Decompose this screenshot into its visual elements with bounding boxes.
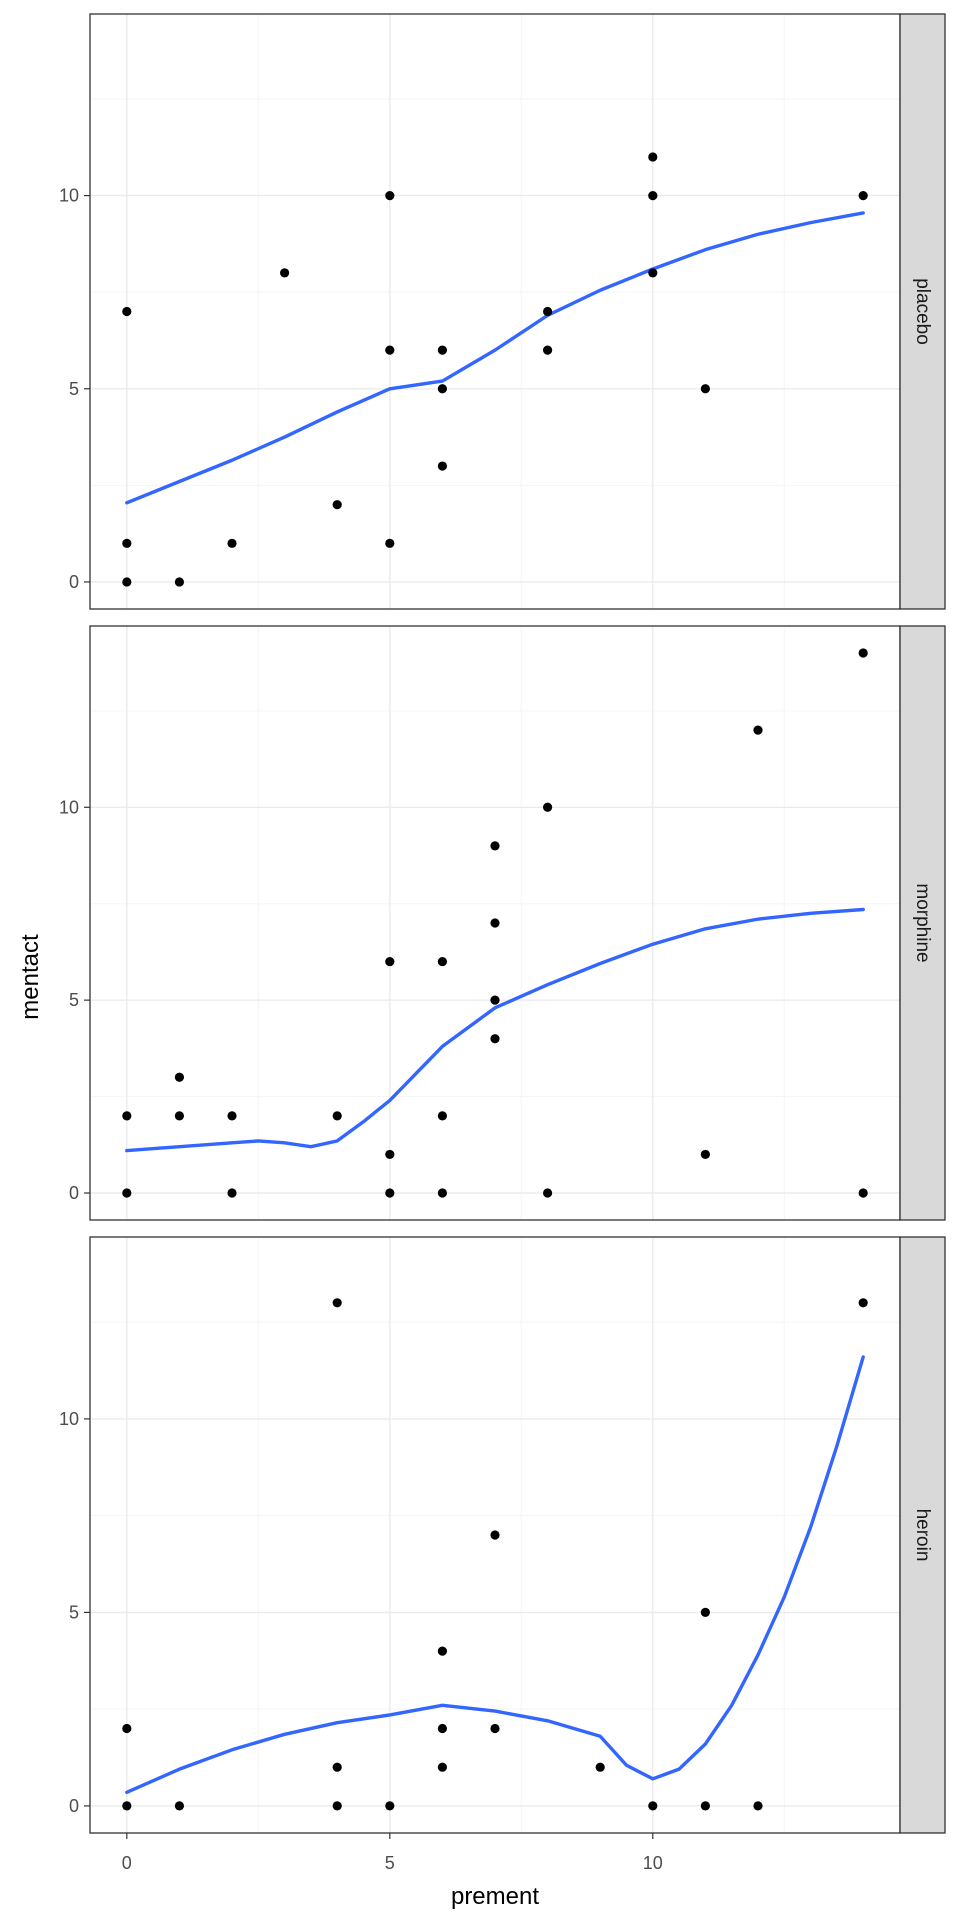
data-point bbox=[490, 918, 500, 928]
x-tick-label: 5 bbox=[385, 1853, 395, 1873]
data-point bbox=[332, 1298, 342, 1308]
data-point bbox=[437, 1188, 448, 1198]
data-point bbox=[332, 1762, 342, 1772]
data-point bbox=[280, 268, 290, 278]
data-point bbox=[385, 956, 395, 967]
data-point bbox=[437, 345, 448, 355]
data-point bbox=[437, 1646, 448, 1656]
x-axis-title: prement bbox=[451, 1883, 539, 1910]
y-tick-label: 0 bbox=[69, 1183, 79, 1203]
data-point bbox=[542, 306, 553, 317]
data-point bbox=[174, 577, 185, 587]
data-point bbox=[437, 956, 448, 967]
data-point bbox=[542, 345, 553, 355]
data-point bbox=[122, 1188, 132, 1198]
facet-strip bbox=[899, 13, 946, 610]
data-point bbox=[490, 1723, 500, 1734]
facet-label-heroin: heroin bbox=[912, 1509, 933, 1562]
facet-strip bbox=[899, 625, 946, 1221]
data-point bbox=[858, 1188, 868, 1198]
data-point bbox=[385, 190, 395, 201]
data-point bbox=[490, 841, 500, 851]
data-point bbox=[385, 538, 395, 548]
x-tick-label: 0 bbox=[122, 1853, 132, 1873]
data-point bbox=[227, 538, 237, 548]
panel-heroin: 0 5 10 heroin bbox=[59, 1236, 946, 1834]
data-point bbox=[332, 500, 342, 510]
y-tick-label: 0 bbox=[69, 1796, 79, 1816]
data-point bbox=[437, 1762, 448, 1772]
data-point bbox=[700, 384, 710, 394]
data-point bbox=[385, 345, 395, 355]
data-point bbox=[700, 1607, 710, 1618]
data-point bbox=[490, 1530, 500, 1540]
smooth-line-heroin bbox=[125, 1355, 865, 1795]
data-point bbox=[174, 1801, 185, 1811]
data-point bbox=[700, 1149, 710, 1160]
data-point bbox=[122, 1801, 132, 1811]
y-tick-label: 5 bbox=[69, 379, 79, 399]
panel-morphine: 0 5 10 morphine bbox=[59, 625, 946, 1221]
panel-placebo: 0 5 10 placebo bbox=[59, 13, 946, 610]
data-point bbox=[122, 1111, 132, 1121]
data-point bbox=[648, 1801, 658, 1811]
data-point bbox=[648, 268, 658, 278]
data-point bbox=[437, 1723, 448, 1734]
data-point bbox=[122, 577, 132, 587]
data-point bbox=[490, 995, 500, 1005]
data-point bbox=[542, 1188, 553, 1198]
data-point bbox=[437, 461, 448, 471]
x-axis: 0 5 10 bbox=[122, 1833, 663, 1873]
x-tick-label: 10 bbox=[643, 1853, 663, 1873]
data-point bbox=[858, 648, 868, 658]
y-tick-label: 5 bbox=[69, 990, 79, 1010]
data-point bbox=[648, 190, 658, 201]
y-axis-title: mentact bbox=[17, 934, 44, 1020]
data-point bbox=[227, 1111, 237, 1121]
data-point bbox=[332, 1111, 342, 1121]
data-point bbox=[122, 1723, 132, 1734]
data-point bbox=[542, 802, 553, 812]
facet-label-placebo: placebo bbox=[912, 278, 933, 345]
data-point bbox=[437, 1111, 448, 1121]
data-point bbox=[437, 384, 448, 394]
smooth-line-morphine bbox=[125, 907, 865, 1153]
smooth-line-placebo bbox=[125, 211, 865, 505]
data-point bbox=[700, 1801, 710, 1811]
y-tick-label: 10 bbox=[59, 186, 79, 206]
data-point bbox=[753, 725, 763, 735]
facet-strip bbox=[899, 1236, 946, 1834]
data-point bbox=[648, 152, 658, 162]
data-point bbox=[595, 1762, 605, 1772]
data-point bbox=[122, 306, 132, 317]
data-point bbox=[490, 1034, 500, 1044]
data-point bbox=[332, 1801, 342, 1811]
data-point bbox=[385, 1149, 395, 1160]
y-tick-label: 5 bbox=[69, 1602, 79, 1622]
data-point bbox=[858, 1298, 868, 1308]
panel-background bbox=[90, 14, 900, 609]
data-point bbox=[122, 538, 132, 548]
data-point bbox=[227, 1188, 237, 1198]
y-tick-label: 10 bbox=[59, 797, 79, 817]
data-point bbox=[385, 1188, 395, 1198]
data-point bbox=[753, 1801, 763, 1811]
facet-label-morphine: morphine bbox=[912, 883, 933, 962]
y-tick-label: 0 bbox=[69, 572, 79, 592]
data-point bbox=[174, 1111, 185, 1121]
data-point bbox=[858, 190, 868, 201]
data-point bbox=[174, 1072, 185, 1082]
y-tick-label: 10 bbox=[59, 1409, 79, 1429]
data-point bbox=[385, 1801, 395, 1811]
